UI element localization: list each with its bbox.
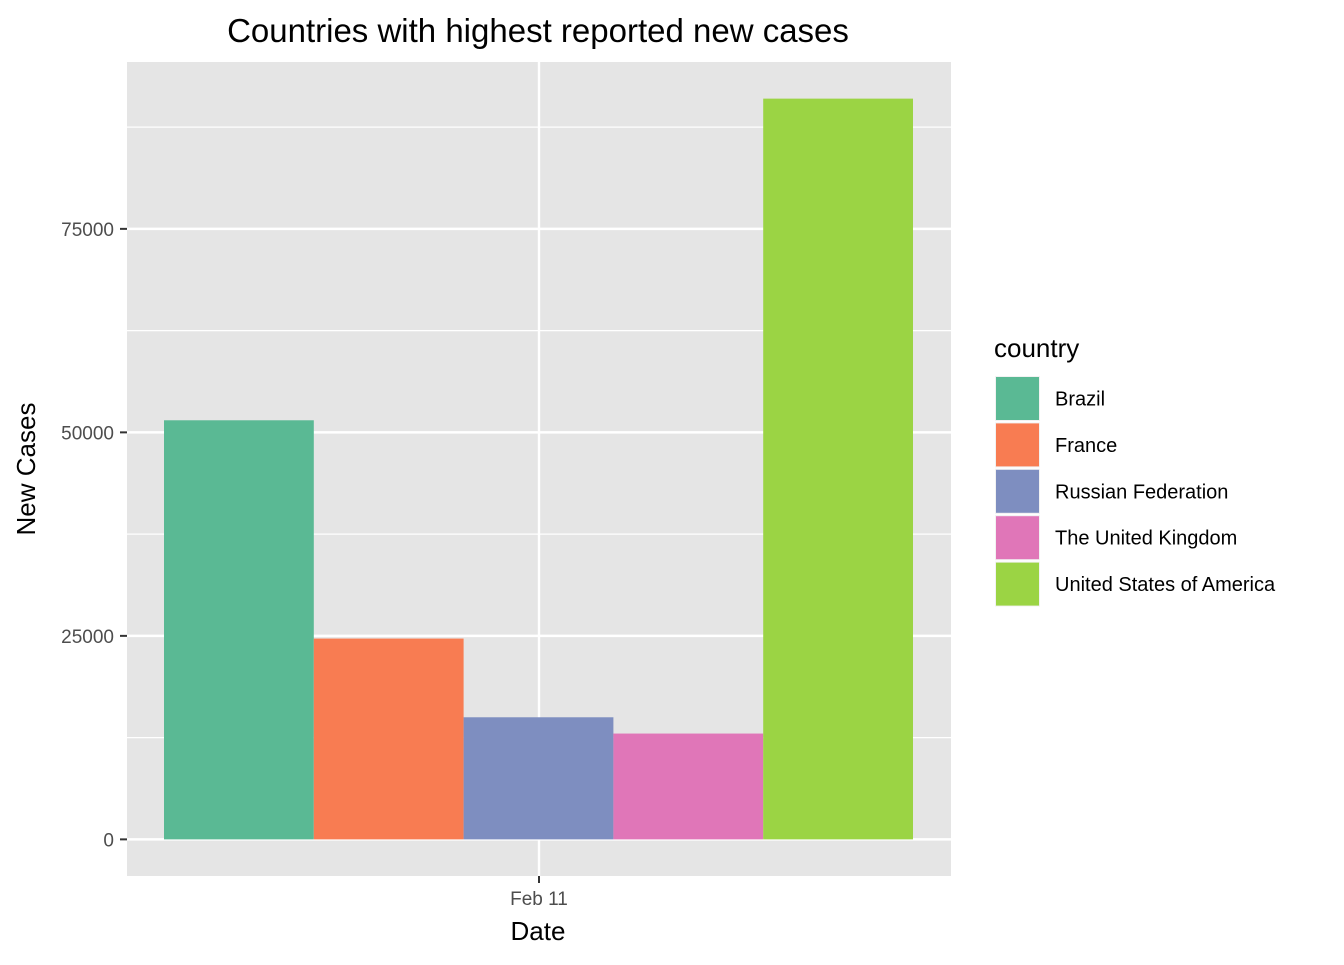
legend-label: France <box>1055 435 1117 457</box>
legend-swatch <box>996 562 1039 606</box>
y-tick-label: 75000 <box>61 220 114 241</box>
bars <box>164 98 913 840</box>
y-tick-label: 50000 <box>61 423 114 444</box>
x-axis: Feb 11 <box>510 876 568 910</box>
legend-label: Brazil <box>1055 389 1105 411</box>
legend-label: United States of America <box>1055 574 1276 596</box>
y-tick-label: 25000 <box>61 627 114 648</box>
legend-title: country <box>994 333 1079 363</box>
legend-swatch <box>996 423 1039 467</box>
chart-title: Countries with highest reported new case… <box>227 12 849 49</box>
bar-brazil <box>164 420 314 840</box>
legend-swatch <box>996 516 1039 560</box>
bar-united-states-of-america <box>763 98 913 840</box>
bar-the-united-kingdom <box>613 733 764 840</box>
bar-russian-federation <box>463 717 614 840</box>
y-axis: 0 25000 50000 75000 <box>61 220 127 851</box>
legend: country Brazil France Russian Federation Th… <box>994 333 1276 607</box>
bar-france <box>313 638 464 840</box>
y-axis-title: New Cases <box>11 403 41 536</box>
legend-swatch <box>996 469 1039 513</box>
legend-swatch <box>996 377 1039 420</box>
legend-label: The United Kingdom <box>1055 528 1237 550</box>
y-tick-label: 0 <box>103 830 114 851</box>
x-axis-title: Date <box>511 916 566 946</box>
x-tick-label: Feb 11 <box>510 889 568 910</box>
legend-label: Russian Federation <box>1055 481 1228 503</box>
